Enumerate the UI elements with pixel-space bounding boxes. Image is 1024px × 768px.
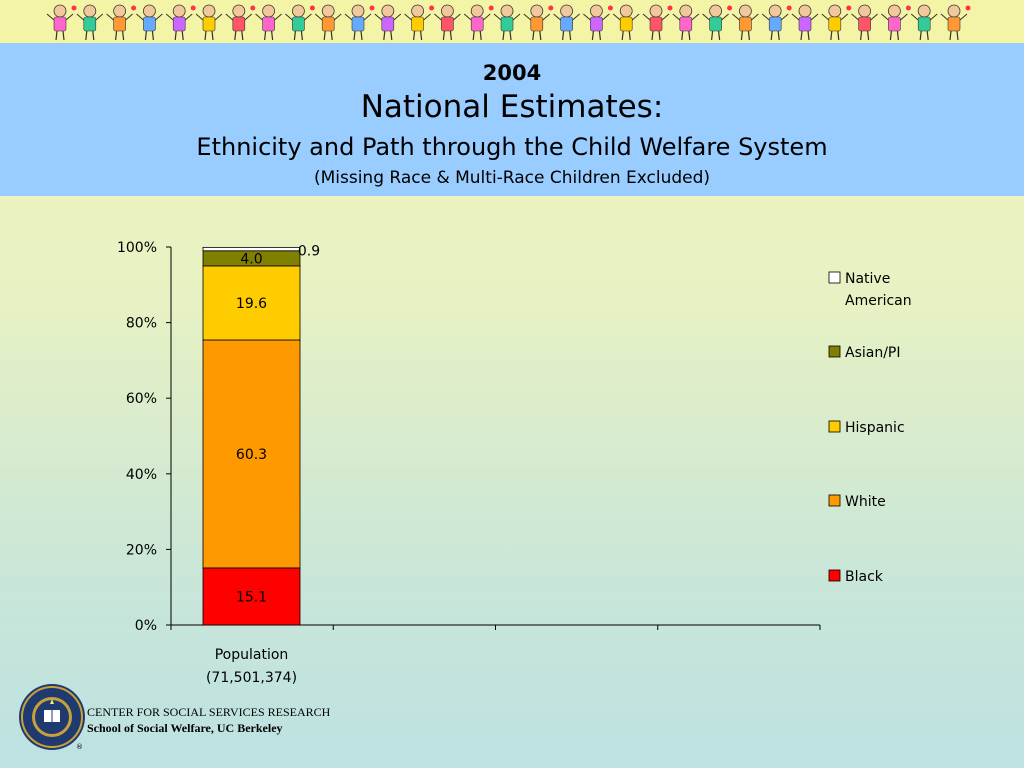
- child-figure-icon: [612, 4, 640, 41]
- title-band: 2004 National Estimates: Ethnicity and P…: [0, 43, 1024, 196]
- legend-item: Native American: [828, 271, 912, 309]
- child-figure-icon: [881, 4, 911, 41]
- x-category-label: Population: [215, 647, 289, 663]
- legend-label: Hispanic: [845, 420, 905, 436]
- child-figure-icon: [583, 4, 613, 41]
- child-figure-icon: [106, 4, 137, 41]
- child-figure-icon: [851, 4, 878, 41]
- data-label: 15.1: [236, 589, 267, 605]
- legend-label: American: [845, 293, 912, 309]
- child-figure-icon: [791, 4, 819, 41]
- legend-swatch: [828, 569, 841, 582]
- data-label: 0.9: [298, 243, 320, 259]
- y-tick-label: 80%: [126, 316, 157, 332]
- x-axis-labels: Population (71,501,374): [206, 647, 297, 686]
- y-tick-label: 40%: [126, 467, 157, 483]
- child-figure-icon: [672, 4, 700, 41]
- legend-label: White: [845, 494, 886, 510]
- page-note: (Missing Race & Multi-Race Children Excl…: [313, 168, 711, 188]
- y-tick-label: 100%: [117, 240, 157, 256]
- legend-swatch: [828, 420, 841, 433]
- child-figure-icon: [702, 4, 733, 41]
- legend-swatch: [828, 271, 841, 284]
- child-figure-icon: [344, 4, 375, 41]
- legend-swatch: [828, 345, 841, 358]
- child-figure-icon: [732, 4, 759, 41]
- title-year: 2004: [482, 61, 542, 85]
- legend-swatch: [828, 494, 841, 507]
- child-figure-icon: [285, 4, 315, 41]
- child-figure-icon: [434, 4, 461, 41]
- child-figure-icon: [761, 4, 792, 41]
- child-figure-icon: [255, 4, 282, 41]
- y-tick-label: 0%: [135, 618, 157, 634]
- chart-legend: Native American Asian/PI Hispanic White Black: [828, 271, 912, 585]
- page-title: National Estimates:: [360, 89, 664, 125]
- bar-segment-native-american: [202, 246, 301, 252]
- footer-org-name: CENTER FOR SOCIAL SERVICES RESEARCH: [87, 705, 331, 719]
- bar-segment-white: [202, 339, 301, 569]
- university-seal-logo: ®: [19, 684, 85, 751]
- page-subtitle: Ethnicity and Path through the Child Wel…: [196, 133, 828, 161]
- children-banner: [0, 0, 1024, 43]
- legend-label: Black: [845, 569, 884, 585]
- child-figure-icon: [404, 4, 435, 41]
- children-figures-decoration: [46, 4, 971, 41]
- svg-text:®: ®: [76, 743, 83, 751]
- chart-bars: 15.1 60.3 19.6 4.0 0.9: [202, 243, 320, 626]
- legend-label: Native: [845, 271, 890, 287]
- footer: ® CENTER FOR SOCIAL SERVICES RESEARCH Sc…: [18, 683, 438, 753]
- bar-segment-black: [202, 567, 301, 626]
- child-figure-icon: [374, 4, 402, 41]
- child-figure-icon: [225, 4, 256, 41]
- y-tick-label: 60%: [126, 391, 157, 407]
- child-figure-icon: [821, 4, 852, 41]
- child-figure-icon: [523, 4, 554, 41]
- child-figure-icon: [314, 4, 342, 41]
- child-figure-icon: [910, 4, 938, 41]
- child-figure-icon: [46, 4, 77, 41]
- data-label: 19.6: [236, 296, 267, 312]
- child-figure-icon: [642, 4, 673, 41]
- child-figure-icon: [463, 4, 494, 41]
- footer-school-name: School of Social Welfare, UC Berkeley: [87, 721, 283, 735]
- legend-item: Black: [828, 569, 884, 585]
- data-label: 4.0: [240, 251, 262, 267]
- child-figure-icon: [76, 4, 104, 41]
- legend-label: Asian/PI: [845, 345, 901, 361]
- bar-segment-hispanic: [202, 265, 301, 341]
- y-tick-label: 20%: [126, 542, 157, 558]
- child-figure-icon: [940, 4, 971, 41]
- legend-item: Asian/PI: [828, 345, 901, 361]
- legend-item: Hispanic: [828, 420, 905, 436]
- data-label: 60.3: [236, 447, 267, 463]
- child-figure-icon: [136, 4, 163, 41]
- child-figure-icon: [553, 4, 580, 41]
- child-figure-icon: [493, 4, 521, 41]
- child-figure-icon: [195, 4, 223, 41]
- x-category-label: (71,501,374): [206, 670, 297, 686]
- child-figure-icon: [165, 4, 196, 41]
- legend-item: White: [828, 494, 886, 510]
- chart-axes: 0% 20% 40% 60% 80% 100%: [117, 240, 821, 634]
